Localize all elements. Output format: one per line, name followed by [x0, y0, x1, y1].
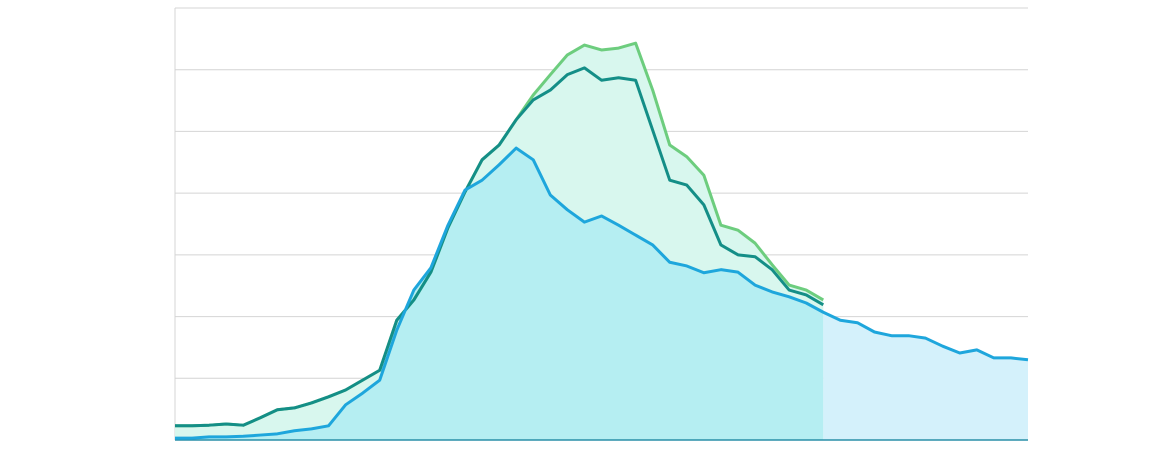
- line: [175, 66, 825, 428]
- line: [175, 146, 1029, 440]
- area: [823, 312, 1028, 440]
- area: [175, 148, 824, 440]
